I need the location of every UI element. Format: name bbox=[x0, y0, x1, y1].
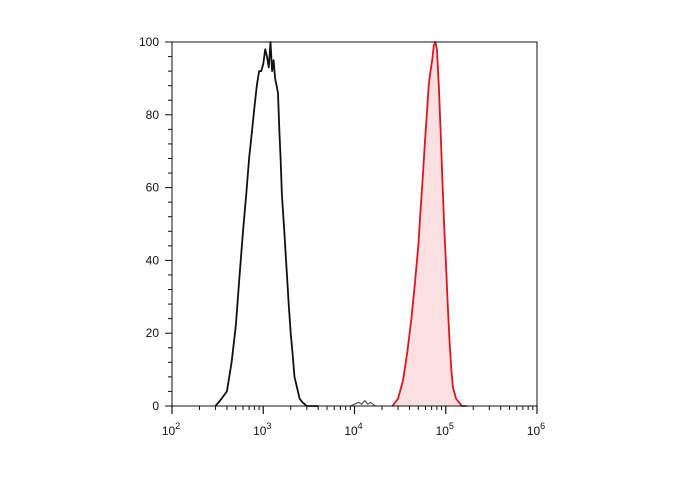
x-tick-label: 102 bbox=[162, 421, 180, 438]
y-tick-label: 0 bbox=[152, 399, 159, 413]
x-tick-exponent: 5 bbox=[449, 421, 454, 431]
x-tick-base: 10 bbox=[436, 424, 450, 438]
x-axis: 102 103 104 105 106 bbox=[162, 406, 545, 438]
series-2-area bbox=[392, 42, 467, 406]
x-tick-exponent: 4 bbox=[358, 421, 363, 431]
y-tick-label: 20 bbox=[146, 326, 160, 340]
y-axis: 0 20 40 60 80 100 bbox=[139, 35, 172, 413]
x-tick-base: 10 bbox=[527, 424, 541, 438]
y-tick-label: 80 bbox=[146, 108, 160, 122]
plot-frame bbox=[171, 41, 538, 407]
series-2-line bbox=[391, 41, 467, 407]
x-tick-base: 10 bbox=[344, 424, 358, 438]
x-tick-label: 105 bbox=[436, 421, 454, 438]
y-tick-label: 60 bbox=[146, 181, 160, 195]
y-tick-label: 40 bbox=[146, 253, 160, 267]
x-tick-exponent: 2 bbox=[175, 421, 180, 431]
x-tick-label: 106 bbox=[527, 421, 545, 438]
series-1-line bbox=[350, 399, 376, 407]
x-tick-exponent: 3 bbox=[266, 421, 271, 431]
y-tick-label: 100 bbox=[139, 35, 159, 49]
series-0-line bbox=[214, 41, 319, 407]
x-tick-label: 104 bbox=[344, 421, 362, 438]
x-tick-exponent: 6 bbox=[540, 421, 545, 431]
x-tick-label: 103 bbox=[253, 421, 271, 438]
x-tick-base: 10 bbox=[162, 424, 176, 438]
series-layer bbox=[214, 41, 467, 407]
x-tick-base: 10 bbox=[253, 424, 267, 438]
